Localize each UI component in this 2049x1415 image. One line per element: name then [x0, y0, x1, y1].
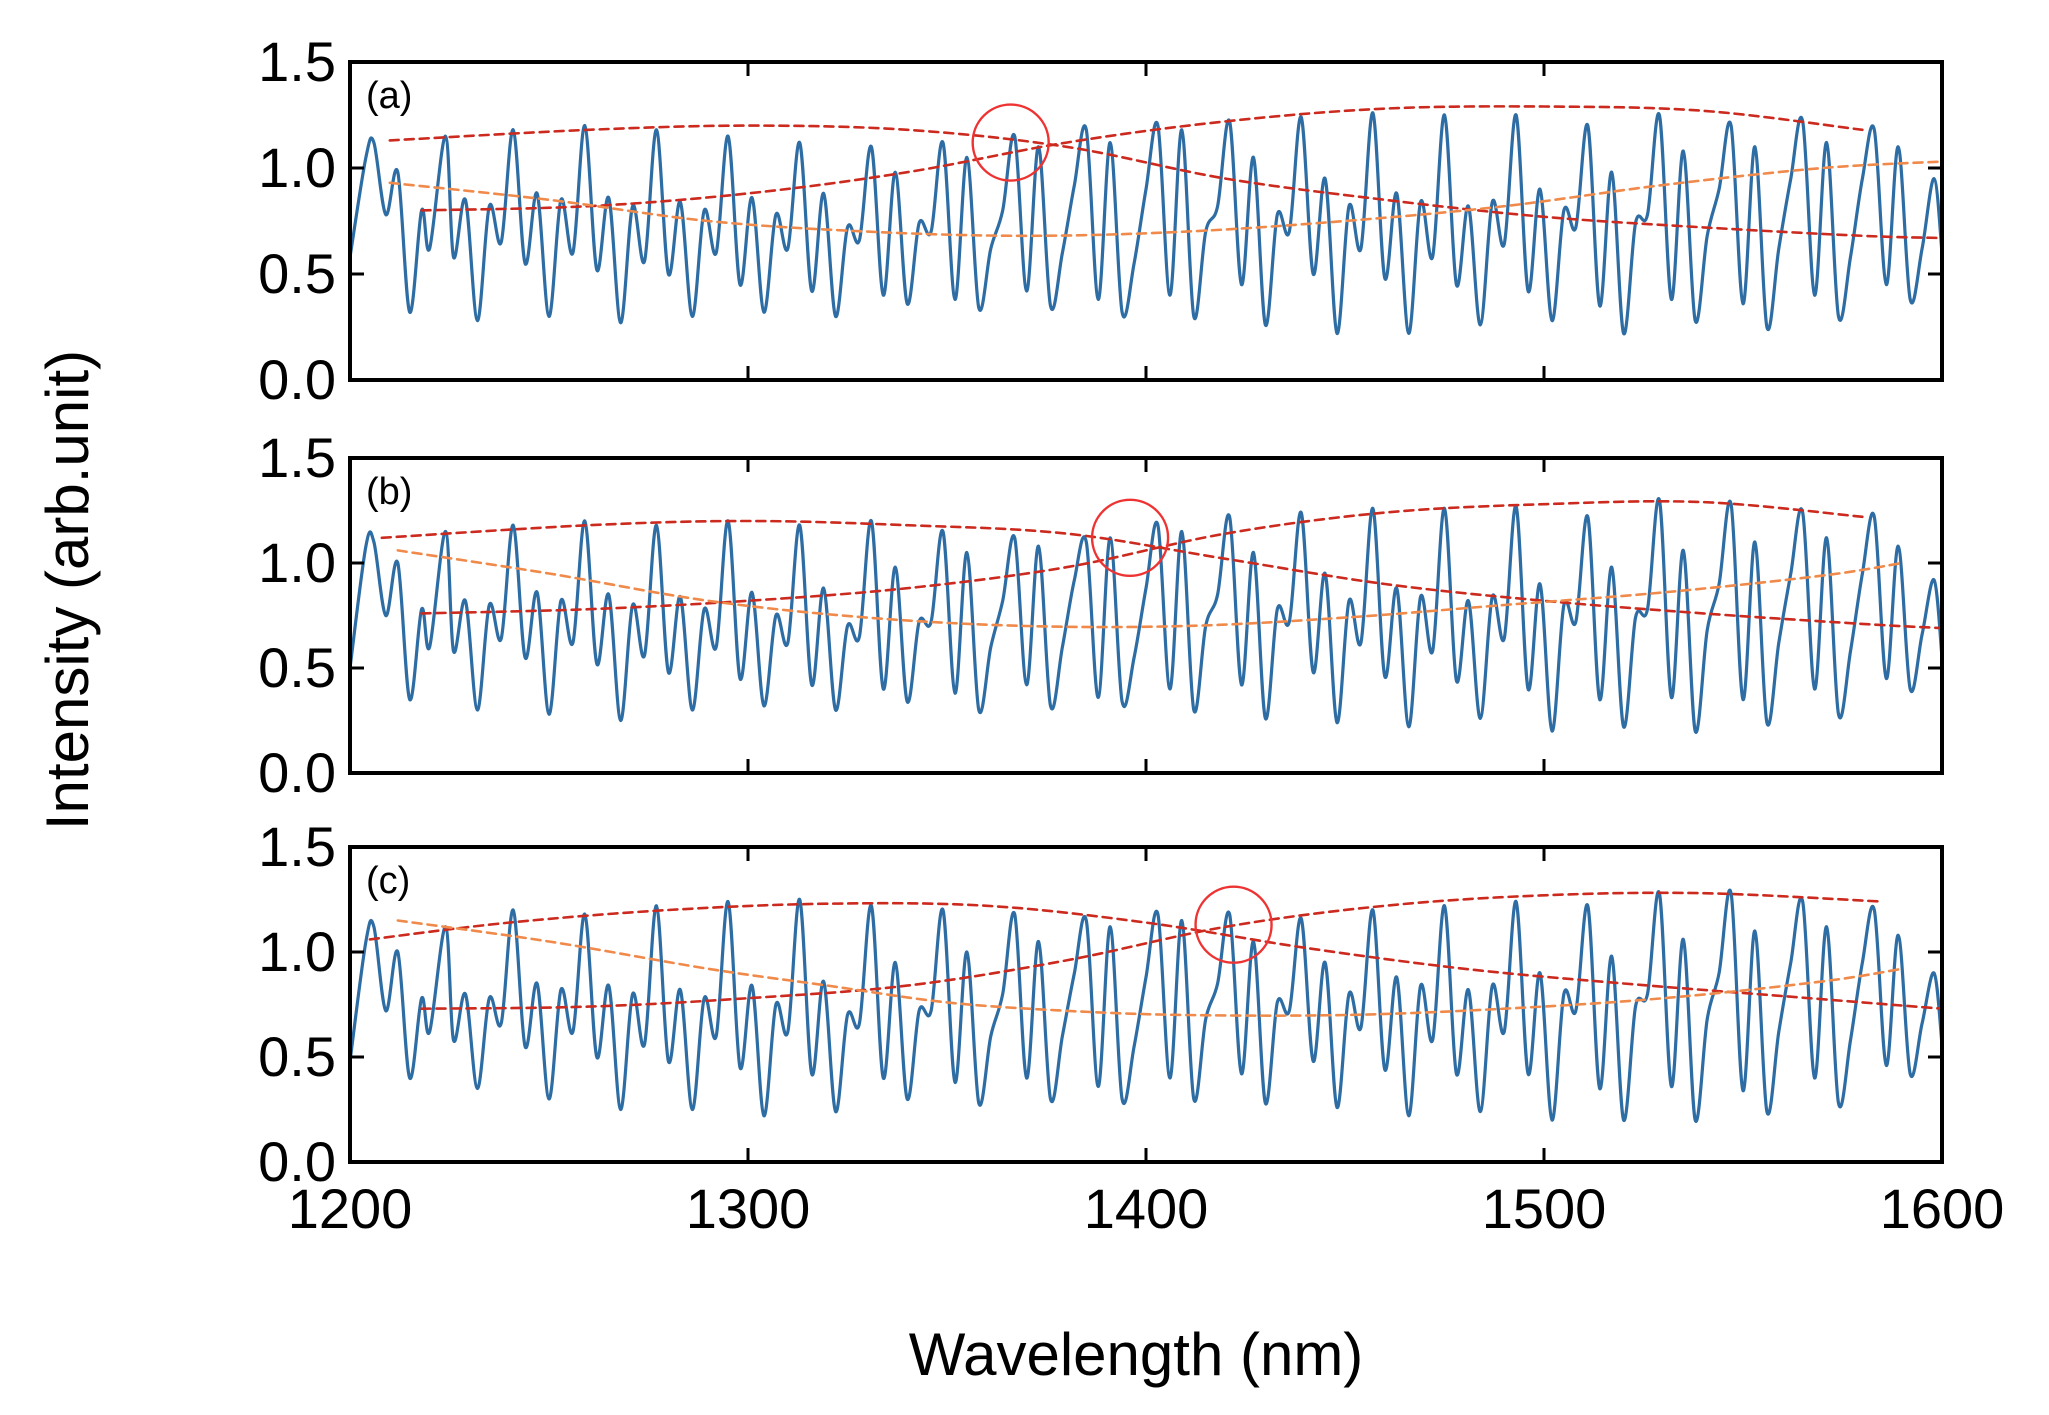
y-tick-label: 1.0	[258, 920, 336, 983]
x-tick-label: 1400	[1084, 1177, 1209, 1240]
y-tick-label: 1.5	[258, 30, 336, 93]
panel-label: (a)	[366, 75, 412, 117]
envelope-line-2	[420, 891, 1884, 1010]
spectrum-line	[350, 111, 1942, 336]
y-tick-label: 0.0	[258, 348, 336, 411]
crossing-marker-circle	[1090, 498, 1170, 577]
envelope-line-2	[420, 499, 1864, 615]
x-tick-label: 1200	[288, 1177, 413, 1240]
x-tick-label: 1500	[1482, 1177, 1607, 1240]
envelope-line-1	[368, 901, 1942, 1010]
envelope-line-3	[396, 549, 1904, 629]
panel-b: (b) 0.0 0.5 1.0 1.5	[258, 426, 1944, 804]
envelope-line-2	[420, 105, 1864, 212]
envelope-line-1	[388, 124, 1942, 240]
plot-area	[350, 497, 1942, 734]
crossing-marker-circle	[1194, 885, 1273, 964]
y-tick-label: 1.5	[258, 815, 336, 878]
panel-frame	[348, 60, 1944, 382]
y-tick-label: 0.5	[258, 636, 336, 699]
y-tick-label: 1.5	[258, 426, 336, 489]
x-tick-label: 1600	[1880, 1177, 2005, 1240]
panel-c: (c) 0.0 0.5 1.0 1.5 1200 1300 1400 1500 1600	[258, 815, 2004, 1240]
y-tick-label: 1.0	[258, 136, 336, 199]
y-tick-label: 0.0	[258, 741, 336, 804]
x-tick-label: 1300	[686, 1177, 811, 1240]
spectrum-line	[350, 888, 1942, 1123]
panel-label: (b)	[366, 471, 412, 513]
x-axis-title: Wavelength (nm)	[909, 1321, 1364, 1388]
y-axis-title: Intensity (arb.unit)	[34, 350, 101, 830]
envelope-line-1	[380, 519, 1942, 630]
y-tick-label: 1.0	[258, 531, 336, 594]
plot-area	[350, 105, 1942, 336]
plot-area	[350, 888, 1942, 1123]
envelope-line-3	[388, 160, 1942, 238]
panel-frame	[348, 456, 1944, 775]
envelope-line-3	[396, 919, 1904, 1017]
panel-a: (a) 0.0 0.5 1.0 1.5	[258, 30, 1944, 411]
y-tick-label: 0.5	[258, 1025, 336, 1088]
panel-label: (c)	[366, 860, 410, 902]
y-tick-label: 0.5	[258, 242, 336, 305]
crossing-marker-circle	[971, 103, 1050, 182]
y-tick-label: 0.0	[258, 1130, 336, 1193]
spectrum-line	[350, 497, 1942, 734]
